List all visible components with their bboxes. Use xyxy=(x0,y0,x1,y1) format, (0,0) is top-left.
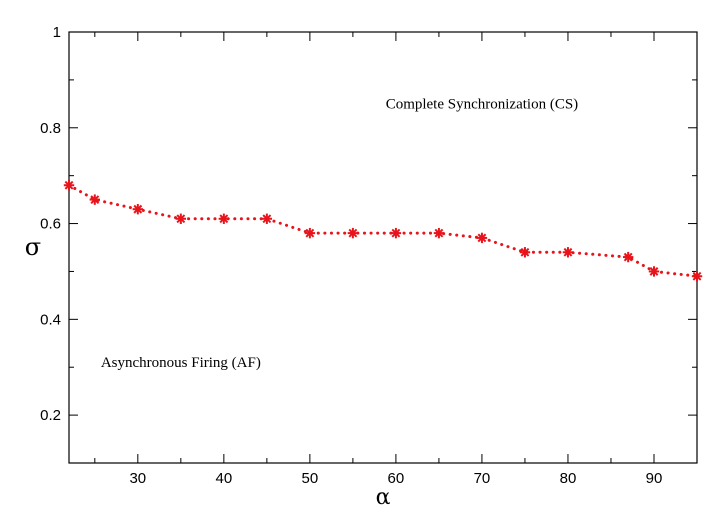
data-point xyxy=(433,227,445,239)
data-point xyxy=(175,213,187,224)
data-point xyxy=(347,227,359,239)
plot-border xyxy=(68,31,698,464)
series-line xyxy=(67,183,699,278)
x-tick-label: 50 xyxy=(302,470,319,487)
data-point xyxy=(89,194,101,205)
data-point xyxy=(519,247,531,258)
x-tick-label: 70 xyxy=(474,470,491,487)
data-point xyxy=(304,227,316,239)
annotation-cs: Complete Synchronization (CS) xyxy=(386,97,578,113)
x-tick-label: 30 xyxy=(129,470,146,487)
data-series xyxy=(63,180,703,282)
annotations: Complete Synchronization (CS) Asynchronou… xyxy=(101,97,578,372)
y-tick-label: 0.6 xyxy=(40,216,61,233)
axis-ticks xyxy=(69,31,698,463)
data-point xyxy=(476,232,488,244)
axis-tick-labels: 30 40 50 60 70 80 90 0.2 0.4 0.6 0.8 1 xyxy=(40,24,662,487)
data-point xyxy=(622,251,634,263)
x-tick-label: 90 xyxy=(646,470,663,487)
x-axis-label: α xyxy=(376,485,391,510)
x-tick-label: 40 xyxy=(216,470,233,487)
x-tick-label: 60 xyxy=(388,470,405,487)
data-point xyxy=(132,203,144,215)
y-tick-label: 0.2 xyxy=(40,407,61,424)
y-axis-label: σ xyxy=(25,233,41,261)
data-point xyxy=(218,213,230,224)
y-tick-label: 1 xyxy=(53,24,61,41)
data-point xyxy=(390,227,402,239)
y-tick-label: 0.4 xyxy=(40,311,61,328)
x-tick-label: 80 xyxy=(560,470,577,487)
annotation-af: Asynchronous Firing (AF) xyxy=(101,355,261,371)
y-tick-label: 0.8 xyxy=(40,120,61,137)
data-point xyxy=(261,213,273,224)
data-point xyxy=(63,180,75,191)
plot-frame xyxy=(68,31,698,464)
data-point xyxy=(691,271,703,282)
data-point xyxy=(562,247,574,258)
data-point xyxy=(648,266,660,277)
